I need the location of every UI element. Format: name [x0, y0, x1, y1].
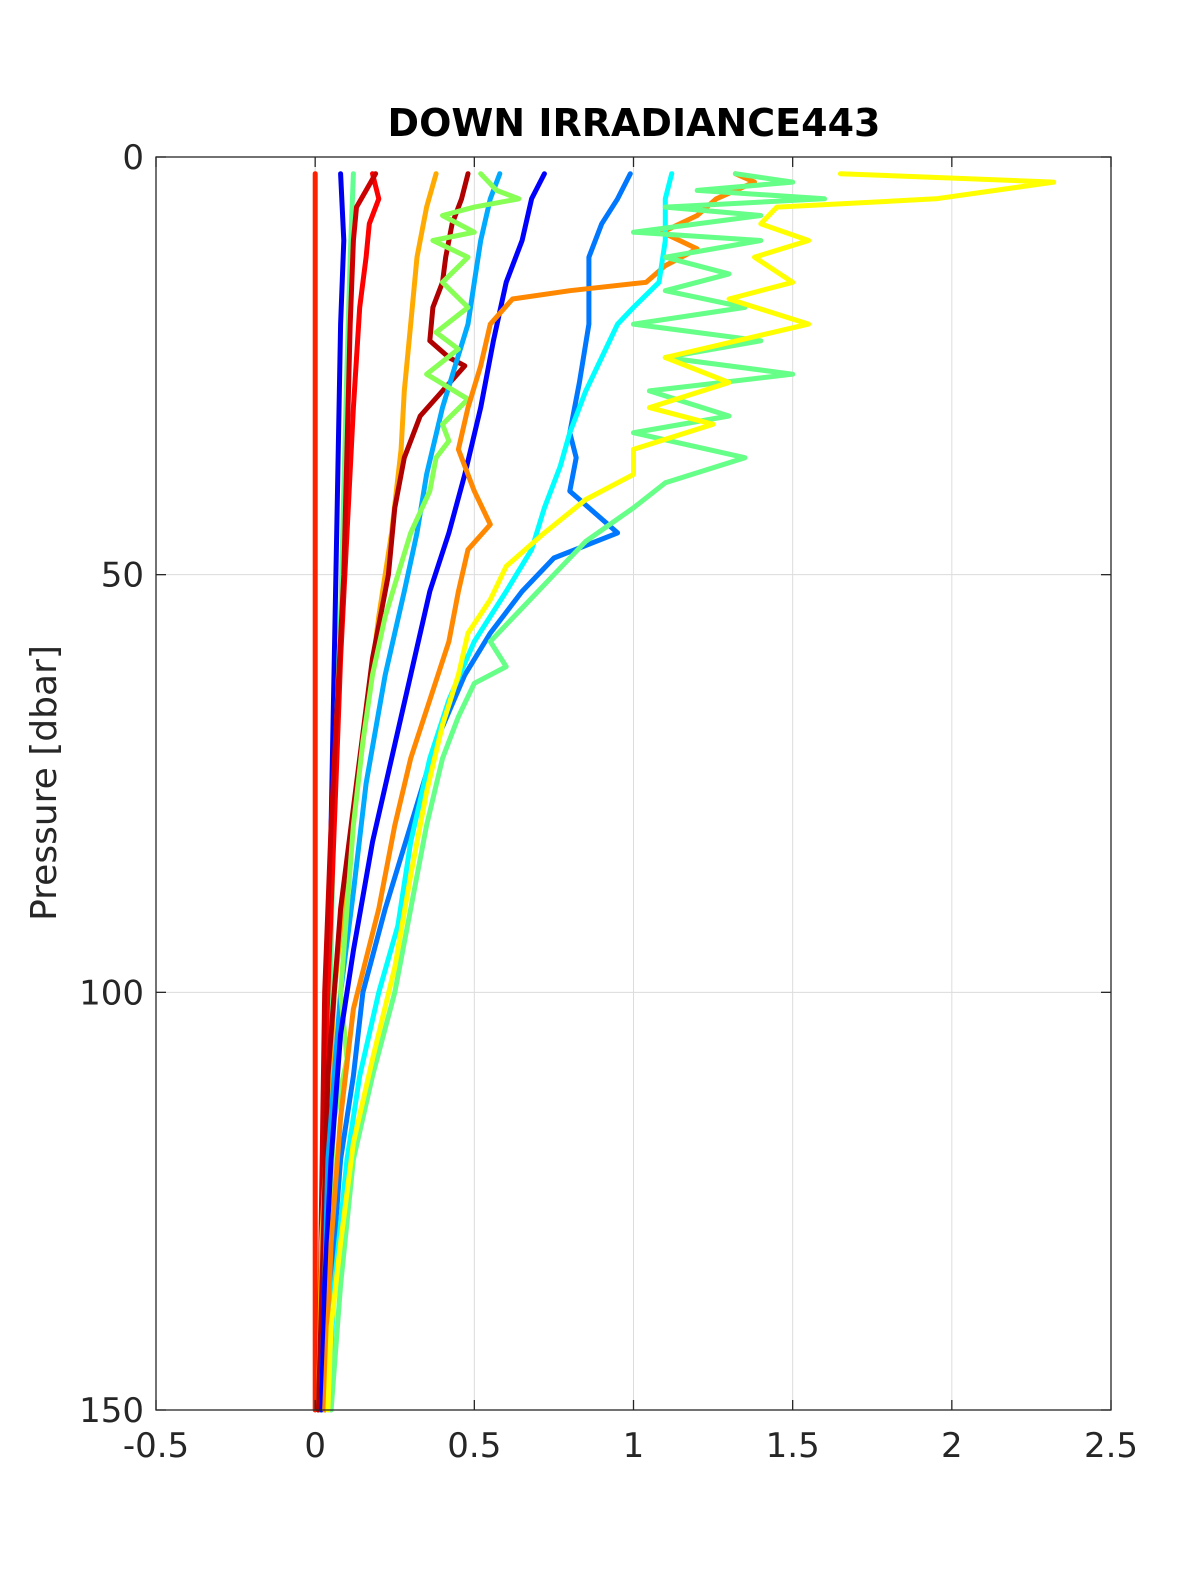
x-tick-label: 2: [941, 1426, 963, 1466]
series-line-9: [319, 171, 522, 1413]
y-tick-label: 0: [122, 138, 144, 178]
series-line-15: [325, 171, 1057, 1413]
x-tick-label: -0.5: [123, 1426, 189, 1466]
series-line-14: [328, 171, 827, 1413]
x-tick-label: 1.5: [766, 1426, 820, 1466]
series-line-13: [325, 171, 675, 1413]
ticks: -0.5 0 0.5 1 1.5 2 2.5 0 50 100 150: [79, 138, 1138, 1466]
x-tick-label: 0.5: [447, 1426, 501, 1466]
chart-title: DOWN IRRADIANCE443: [388, 101, 881, 145]
x-tick-label: 2.5: [1084, 1426, 1138, 1466]
series-line-5: [315, 171, 379, 1413]
y-axis-label: Pressure [dbar]: [24, 645, 65, 921]
x-tick-label: 1: [623, 1426, 645, 1466]
series-line-12: [322, 171, 757, 1413]
series-line-10: [319, 171, 547, 1413]
grid: [155, 156, 1112, 1411]
y-tick-label: 100: [79, 973, 144, 1013]
x-tick-label: 0: [304, 1426, 326, 1466]
series-layer: [312, 171, 1057, 1413]
series-line-11: [322, 171, 633, 1413]
y-tick-label: 50: [101, 556, 144, 596]
series-line-4: [315, 171, 382, 1413]
y-tick-label: 150: [79, 1391, 144, 1431]
